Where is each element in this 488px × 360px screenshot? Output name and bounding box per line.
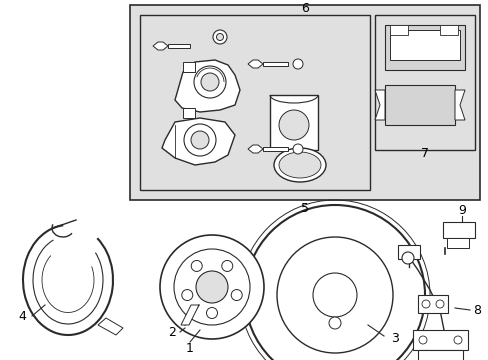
Circle shape bbox=[183, 124, 216, 156]
Circle shape bbox=[191, 131, 208, 149]
Polygon shape bbox=[247, 145, 263, 153]
Circle shape bbox=[276, 237, 392, 353]
Bar bbox=[446, 238, 468, 248]
Circle shape bbox=[292, 144, 303, 154]
Polygon shape bbox=[175, 60, 240, 112]
Bar bbox=[417, 295, 447, 313]
Bar bbox=[263, 62, 287, 66]
Bar bbox=[439, 25, 457, 35]
Circle shape bbox=[328, 317, 340, 329]
Circle shape bbox=[201, 73, 219, 91]
Circle shape bbox=[292, 59, 303, 69]
Bar bbox=[412, 330, 467, 350]
Circle shape bbox=[182, 289, 192, 301]
Text: 8: 8 bbox=[472, 303, 480, 316]
Bar bbox=[389, 30, 459, 60]
Bar bbox=[263, 147, 287, 151]
Text: 6: 6 bbox=[301, 2, 308, 15]
Bar bbox=[397, 245, 419, 259]
Text: 7: 7 bbox=[420, 147, 428, 159]
Circle shape bbox=[435, 300, 443, 308]
Polygon shape bbox=[153, 42, 168, 50]
Polygon shape bbox=[247, 60, 263, 68]
Circle shape bbox=[216, 33, 223, 41]
Circle shape bbox=[401, 252, 413, 264]
Bar bbox=[374, 15, 474, 150]
Circle shape bbox=[213, 30, 226, 44]
Bar bbox=[417, 350, 462, 360]
Polygon shape bbox=[98, 318, 123, 335]
Polygon shape bbox=[183, 62, 195, 72]
Circle shape bbox=[231, 289, 242, 301]
Bar bbox=[140, 15, 369, 190]
Text: 3: 3 bbox=[390, 332, 398, 345]
Bar bbox=[384, 85, 454, 125]
Text: 9: 9 bbox=[457, 203, 465, 216]
Bar bbox=[389, 25, 407, 35]
Circle shape bbox=[206, 307, 217, 319]
Polygon shape bbox=[454, 90, 464, 120]
Text: 4: 4 bbox=[18, 310, 26, 323]
Bar bbox=[384, 25, 464, 70]
Polygon shape bbox=[374, 90, 384, 120]
Ellipse shape bbox=[273, 148, 325, 182]
Circle shape bbox=[196, 271, 227, 303]
Ellipse shape bbox=[279, 152, 320, 178]
Polygon shape bbox=[181, 305, 199, 325]
Polygon shape bbox=[183, 108, 195, 118]
Polygon shape bbox=[162, 118, 235, 165]
Circle shape bbox=[160, 235, 264, 339]
Circle shape bbox=[421, 300, 429, 308]
Circle shape bbox=[453, 336, 461, 344]
Circle shape bbox=[418, 336, 426, 344]
Circle shape bbox=[191, 261, 202, 271]
Bar bbox=[168, 44, 190, 48]
Circle shape bbox=[244, 205, 424, 360]
Circle shape bbox=[194, 66, 225, 98]
Circle shape bbox=[174, 249, 249, 325]
Circle shape bbox=[222, 261, 232, 271]
Circle shape bbox=[279, 110, 308, 140]
Bar bbox=[442, 222, 474, 238]
Bar bbox=[269, 95, 317, 150]
Circle shape bbox=[312, 273, 356, 317]
Text: 1: 1 bbox=[185, 342, 194, 355]
Text: 5: 5 bbox=[301, 202, 308, 215]
Text: 2: 2 bbox=[168, 325, 176, 338]
Bar bbox=[130, 5, 479, 200]
